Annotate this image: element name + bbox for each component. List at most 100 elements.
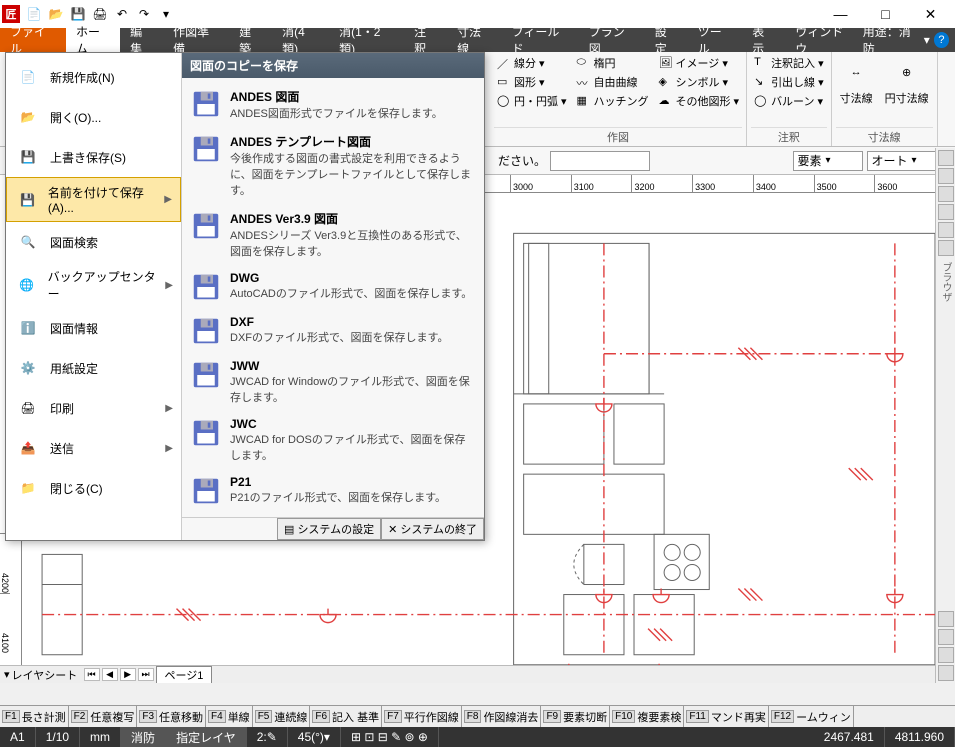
rt-btn-8[interactable] [938,629,954,645]
rib-freecurve[interactable]: 〰自由曲線 [574,73,652,91]
file-menu-item[interactable]: 📄新規作成(N) [6,57,181,97]
tab-page1[interactable]: ページ1 [156,666,213,683]
status-mode[interactable]: 消防 [121,727,166,747]
rib-circle[interactable]: ◯円・円弧 ▾ [494,92,570,110]
menu-plan[interactable]: プラン図 [579,28,645,52]
menu-dim[interactable]: 寸法線 [447,28,502,52]
rt-btn-3[interactable] [938,186,954,202]
tab-prev[interactable]: ◀ [102,668,118,681]
qat-new-icon[interactable]: 📄 [24,4,44,24]
fkey-f5[interactable]: F5連続線 [253,706,311,727]
file-menu-item[interactable]: 🔍図面検索 [6,222,181,262]
rt-btn-6[interactable] [938,240,954,256]
menu-file[interactable]: ファイル [0,28,66,52]
rt-btn-5[interactable] [938,222,954,238]
rib-shape[interactable]: ▭図形 ▾ [494,73,570,91]
tab-first[interactable]: ⏮ [84,668,100,681]
menu-field[interactable]: フィールド [502,28,579,52]
rt-btn-2[interactable] [938,168,954,184]
file-menu-item[interactable]: 🌐バックアップセンター▶ [6,262,181,308]
rib-symbol[interactable]: ◈シンボル ▾ [656,73,743,91]
rib-leader[interactable]: ↘引出し線 ▾ [751,73,827,91]
file-menu-item[interactable]: ℹ️図面情報 [6,308,181,348]
rt-btn-7[interactable] [938,611,954,627]
rib-hatch[interactable]: ▦ハッチング [574,92,652,110]
fkey-f4[interactable]: F4単線 [206,706,253,727]
save-format-item[interactable]: JWWJWCAD for Windowのファイル形式で、図面を保存します。 [186,353,480,411]
status-scale[interactable]: 1/10 [36,727,80,747]
fkey-f8[interactable]: F8作図線消去 [462,706,542,727]
save-format-item[interactable]: P21P21のファイル形式で、図面を保存します。 [186,469,480,513]
status-pen[interactable]: 2: ✎ [247,727,288,747]
file-menu-item[interactable]: 💾名前を付けて保存(A)...▶ [6,177,181,222]
status-unit[interactable]: mm [80,727,121,747]
qat-redo-icon[interactable]: ↷ [134,4,154,24]
file-menu-item[interactable]: 📂開く(O)... [6,97,181,137]
usage-dropdown-icon[interactable]: ▾ [924,33,930,47]
dropdown-element[interactable]: 要素 [793,151,863,171]
file-menu-item[interactable]: 📁閉じる(C) [6,468,181,508]
save-format-item[interactable]: DWGAutoCADのファイル形式で、図面を保存します。 [186,265,480,309]
layer-sheet-dropdown[interactable]: レイヤシート [12,667,82,682]
status-icons[interactable]: ⊞ ⊡ ⊟ ✎ ⊚ ⊕ [341,727,439,747]
fkey-f11[interactable]: F11マンド再実 [684,706,769,727]
qat-undo-icon[interactable]: ↶ [112,4,132,24]
fkey-f2[interactable]: F2任意複写 [69,706,138,727]
file-menu-item[interactable]: 🖨印刷▶ [6,388,181,428]
qat-open-icon[interactable]: 📂 [46,4,66,24]
menu-drawprep[interactable]: 作図準備 [163,28,229,52]
rib-circledim[interactable]: ⊕ 円寸法線 [881,54,933,108]
status-angle[interactable]: 45(°) ▾ [288,727,341,747]
rt-btn-9[interactable] [938,647,954,663]
fkey-f10[interactable]: F10複要素検 [610,706,684,727]
menu-tool[interactable]: ツール [688,28,743,52]
rib-annot[interactable]: T注釈記入 ▾ [751,54,827,72]
save-format-item[interactable]: ANDES Ver3.9 図面ANDESシリーズ Ver3.9と互換性のある形式… [186,204,480,265]
rt-btn-1[interactable] [938,150,954,166]
menu-home[interactable]: ホーム [66,28,120,52]
dropdown-auto[interactable]: オート [867,151,937,171]
save-format-item[interactable]: JWCJWCAD for DOSのファイル形式で、図面を保存します。 [186,411,480,469]
input-box[interactable] [550,151,650,171]
tab-last[interactable]: ⏭ [138,668,154,681]
system-settings-button[interactable]: ▤システムの設定 [277,518,381,540]
menu-window[interactable]: ウィンドウ [785,28,862,52]
status-a1[interactable]: A1 [0,727,36,747]
save-format-item[interactable]: DXFDXFのファイル形式で、図面を保存します。 [186,309,480,353]
fkey-f3[interactable]: F3任意移動 [137,706,206,727]
qat-print-icon[interactable]: 🖨 [90,4,110,24]
menu-edit[interactable]: 編集 [120,28,163,52]
qat-dropdown-icon[interactable]: ▾ [156,4,176,24]
tab-dropdown-caret[interactable]: ▾ [4,668,10,681]
rib-othershape[interactable]: ☁その他図形 ▾ [656,92,743,110]
fkey-f12[interactable]: F12ームウィン [769,706,854,727]
fkey-f9[interactable]: F9要素切断 [541,706,610,727]
fkey-f1[interactable]: F1長さ計測 [0,706,69,727]
rib-line[interactable]: ／線分 ▾ [494,54,570,72]
rib-image[interactable]: 🖼イメージ ▾ [656,54,743,72]
rt-btn-10[interactable] [938,665,954,681]
help-icon[interactable]: ? [934,32,949,48]
status-layer[interactable]: 指定レイヤ [166,727,247,747]
menu-arch[interactable]: 建築 [229,28,272,52]
rib-ellipse[interactable]: ⬭楕円 [574,54,652,72]
save-format-item[interactable]: ANDES テンプレート図面今後作成する図面の書式設定を利用できるように、図面を… [186,127,480,204]
file-menu-item[interactable]: 💾上書き保存(S) [6,137,181,177]
file-menu-item[interactable]: ⚙️用紙設定 [6,348,181,388]
tab-next[interactable]: ▶ [120,668,136,681]
rt-btn-4[interactable] [938,204,954,220]
save-format-item[interactable]: ANDES 図面ANDES図面形式でファイルを保存します。 [186,82,480,127]
menu-fire4[interactable]: 消(4類) [272,28,329,52]
rib-dim[interactable]: ↔ 寸法線 [836,54,877,108]
menu-settings[interactable]: 設定 [645,28,688,52]
fkey-f6[interactable]: F6記入 基準 [310,706,382,727]
system-exit-button[interactable]: ✕システムの終了 [381,518,484,540]
menu-view[interactable]: 表示 [742,28,785,52]
file-menu-item[interactable]: 📤送信▶ [6,428,181,468]
rib-balloon[interactable]: ◯バルーン ▾ [751,92,827,110]
menu-annot[interactable]: 注釈 [404,28,447,52]
browser-panel-label[interactable]: ブラウザ [938,258,953,306]
menu-fire12[interactable]: 消(1・2類) [329,28,404,52]
qat-save-icon[interactable]: 💾 [68,4,88,24]
fkey-f7[interactable]: F7平行作図線 [382,706,462,727]
